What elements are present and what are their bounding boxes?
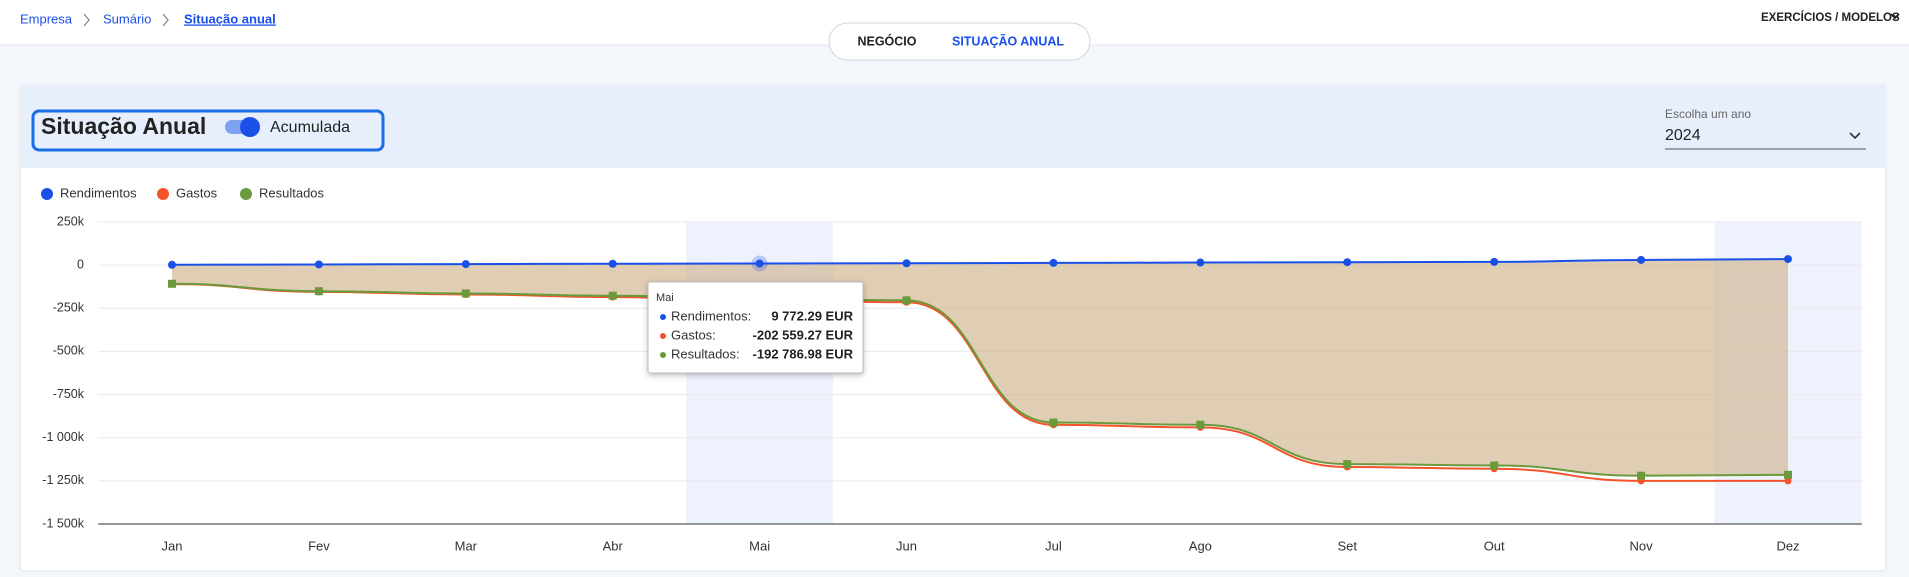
marker xyxy=(1049,418,1058,427)
marker xyxy=(461,260,470,269)
legend-dot xyxy=(41,188,53,200)
x-tick-label: Nov xyxy=(1630,538,1654,553)
y-tick-label: -250k xyxy=(53,301,85,315)
marker xyxy=(314,260,323,269)
y-tick-label: -1 000k xyxy=(42,430,84,444)
series-line xyxy=(171,283,1788,482)
card-header xyxy=(21,86,1885,168)
marker xyxy=(608,259,617,268)
x-tick-label: Fev xyxy=(308,538,330,553)
toggle-label: Acumulada xyxy=(270,119,350,136)
y-tick-label: 0 xyxy=(77,257,84,271)
series-line xyxy=(171,258,1789,266)
marker xyxy=(314,287,323,296)
tab-bar xyxy=(828,22,1091,61)
tooltip-value: 9 772.29 EUR xyxy=(771,308,853,323)
tooltip-label: Gastos: xyxy=(671,327,716,342)
x-tick-label: Ago xyxy=(1189,538,1212,553)
marker xyxy=(755,259,764,268)
x-tick-label: Jun xyxy=(896,538,917,553)
marker xyxy=(1784,470,1792,479)
breadcrumb-sep xyxy=(162,13,169,27)
x-tick-label: Mai xyxy=(749,538,770,553)
marker xyxy=(1343,460,1352,469)
select-label: Escolha um ano xyxy=(1665,107,1751,121)
tooltip-value: -202 559.27 EUR xyxy=(753,327,854,342)
legend-label: Resultados xyxy=(259,185,325,200)
select-value[interactable]: 2024 xyxy=(1665,127,1701,144)
x-tick-label: Mar xyxy=(455,538,478,553)
y-tick-label: -1 250k xyxy=(42,473,84,487)
breadcrumb-link[interactable]: Empresa xyxy=(20,11,73,26)
menu[interactable]: EXERCÍCIOS / MODELOS xyxy=(1761,11,1900,24)
x-tick-label: Abr xyxy=(603,538,624,553)
series-line xyxy=(171,282,1789,477)
x-tick-label: Jul xyxy=(1045,538,1062,553)
marker xyxy=(1343,258,1352,267)
x-tick-label: Dez xyxy=(1776,538,1799,553)
tooltip-label: Resultados: xyxy=(671,346,740,361)
marker xyxy=(461,289,470,298)
marker xyxy=(1490,257,1499,266)
y-tick-label: -1 500k xyxy=(42,516,84,530)
marker xyxy=(902,296,911,305)
tooltip-dot xyxy=(660,333,666,339)
x-tick-label: Set xyxy=(1338,538,1358,553)
x-tick-label: Jan xyxy=(162,538,183,553)
legend-label: Gastos xyxy=(176,185,218,200)
area xyxy=(172,259,1788,476)
toggle-thumb[interactable] xyxy=(240,117,260,137)
legend-dot xyxy=(157,188,169,200)
marker xyxy=(168,260,176,269)
tooltip-dot xyxy=(660,314,666,320)
legend-dot xyxy=(240,188,252,200)
marker xyxy=(1490,461,1499,470)
tooltip-value: -192 786.98 EUR xyxy=(753,346,854,361)
marker xyxy=(1637,471,1646,480)
breadcrumb-sep xyxy=(83,13,90,27)
tab[interactable]: NEGÓCIO xyxy=(857,33,916,48)
tooltip-title: Mai xyxy=(656,292,674,304)
tooltip-label: Rendimentos: xyxy=(671,308,751,323)
y-tick-label: 250k xyxy=(57,214,85,228)
legend-label: Rendimentos xyxy=(60,185,137,200)
marker xyxy=(608,291,617,300)
marker xyxy=(902,259,911,268)
tooltip xyxy=(647,281,864,374)
panel-title: Situação Anual xyxy=(41,113,206,139)
tooltip-dot xyxy=(660,352,666,358)
y-tick-label: -500k xyxy=(53,344,85,358)
title-box xyxy=(31,109,385,152)
marker xyxy=(1784,255,1792,264)
marker xyxy=(1049,258,1058,267)
marker xyxy=(168,279,176,288)
marker xyxy=(1196,258,1205,267)
menu-chevron xyxy=(1890,13,1900,20)
tab-active[interactable]: SITUAÇÃO ANUAL xyxy=(952,33,1064,48)
y-tick-label: -750k xyxy=(53,387,85,401)
marker xyxy=(1784,477,1792,485)
marker xyxy=(1637,255,1646,264)
x-tick-label: Out xyxy=(1484,538,1505,553)
breadcrumb-current[interactable]: Situação anual xyxy=(184,11,276,26)
breadcrumb-link[interactable]: Sumário xyxy=(103,11,151,26)
select-chevron xyxy=(1849,132,1861,140)
marker xyxy=(1196,420,1205,429)
